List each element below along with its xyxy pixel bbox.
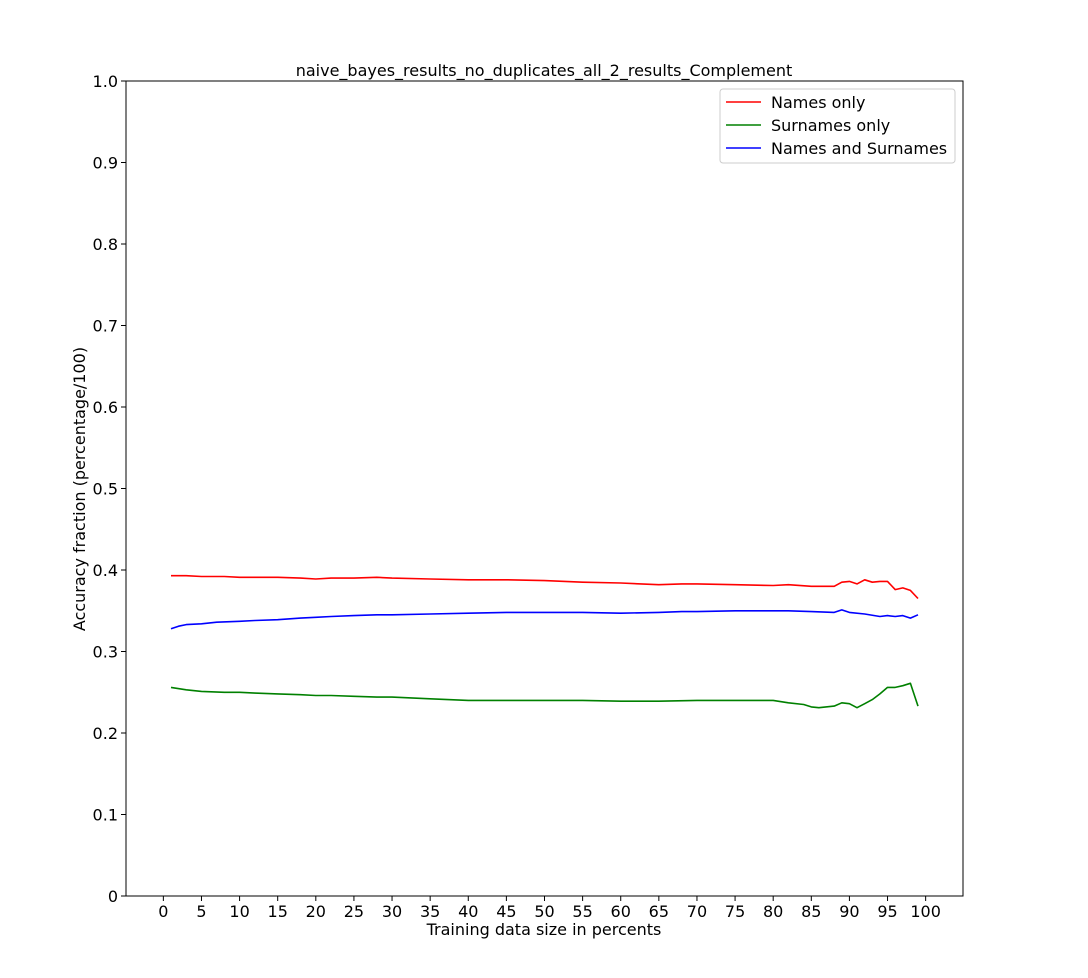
series-line-3 [170, 609, 919, 630]
y-tick-label: 0.6 [93, 398, 118, 417]
x-tick-label: 0 [158, 902, 168, 921]
series-line-2 [170, 682, 919, 709]
x-tick-label: 15 [268, 902, 288, 921]
chart-title: naive_bayes_results_no_duplicates_all_2_… [296, 61, 793, 81]
x-tick-label: 75 [725, 902, 745, 921]
x-tick-label: 65 [649, 902, 669, 921]
y-tick-label: 0.8 [93, 235, 118, 254]
plot-lines [170, 574, 919, 709]
x-tick-label: 20 [306, 902, 326, 921]
legend-label-1: Names only [771, 93, 865, 112]
legend-label-2: Surnames only [771, 116, 890, 135]
x-tick-label: 95 [877, 902, 897, 921]
y-tick-label: 0.9 [93, 154, 118, 173]
plot-frame [125, 80, 964, 897]
y-tick-label: 0.4 [93, 561, 118, 580]
y-tick-label: 0 [108, 887, 118, 906]
y-tick-label: 0.2 [93, 724, 118, 743]
y-tick-label: 0.5 [93, 480, 118, 499]
y-tick-label: 0.7 [93, 317, 118, 336]
x-tick-label: 90 [839, 902, 859, 921]
x-axis-label: Training data size in percents [426, 920, 662, 939]
legend: Names only Surnames only Names and Surname… [719, 88, 956, 164]
legend-box [719, 88, 956, 164]
x-tick-label: 5 [196, 902, 206, 921]
x-tick-label: 85 [801, 902, 821, 921]
x-tick-label: 60 [611, 902, 631, 921]
x-tick-label: 55 [572, 902, 592, 921]
y-tick-label: 0.1 [93, 806, 118, 825]
y-axis-label: Accuracy fraction (percentage/100) [70, 347, 89, 631]
x-tick-label: 35 [420, 902, 440, 921]
y-axis-ticks: 0 0.1 0.2 0.3 0.4 0.5 0.6 0.7 0.8 0.9 1.0 [93, 72, 126, 906]
x-tick-label: 40 [458, 902, 478, 921]
x-tick-label: 100 [910, 902, 941, 921]
series-line-1 [171, 574, 919, 600]
x-tick-label: 25 [344, 902, 364, 921]
y-tick-label: 1.0 [93, 72, 118, 91]
x-tick-label: 45 [496, 902, 516, 921]
legend-label-3: Names and Surnames [771, 139, 947, 158]
x-tick-label: 80 [763, 902, 783, 921]
x-tick-label: 30 [382, 902, 402, 921]
x-tick-label: 70 [687, 902, 707, 921]
y-tick-label: 0.3 [93, 643, 118, 662]
x-tick-label: 10 [229, 902, 249, 921]
x-tick-label: 50 [534, 902, 554, 921]
x-axis-ticks: 0 5 10 15 20 25 30 35 40 45 50 55 60 65 70 75 80 85 90 95 10… [158, 896, 941, 921]
